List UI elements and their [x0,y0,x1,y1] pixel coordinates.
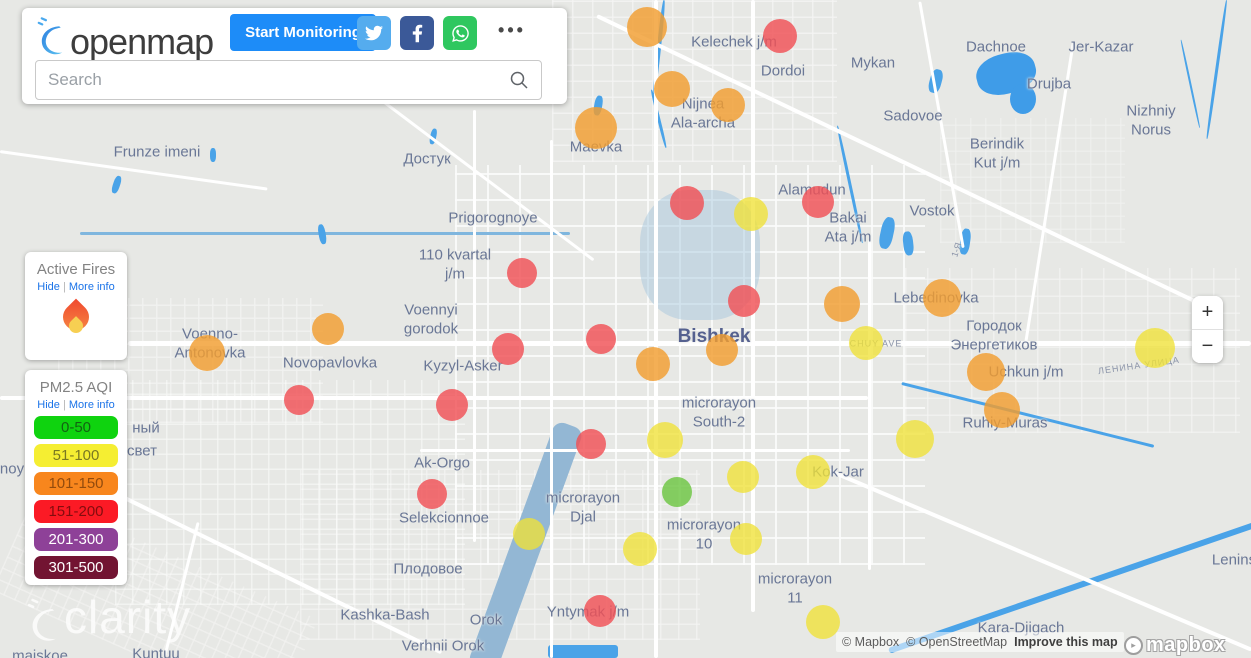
openmap-logo-icon [36,16,66,61]
facebook-icon [412,24,422,42]
aqi-legend-item: 0-50 [34,416,118,439]
aqi-marker-red[interactable] [728,285,760,317]
divider [1192,329,1223,330]
osm-attribution-link[interactable]: © OpenStreetMap [906,635,1008,649]
aqi-marker-yellow[interactable] [623,532,657,566]
mapbox-logo-icon: ▸ [1124,636,1143,655]
clarity-watermark-text: clarity [64,591,192,643]
twitter-icon [365,25,383,41]
lake [1010,84,1036,114]
aqi-marker-green[interactable] [662,477,692,507]
mapbox-logo-text: mapbox [1146,634,1226,656]
fire-icon [57,297,95,343]
aqi-marker-red[interactable] [436,389,468,421]
aqi-marker-yellow[interactable] [806,605,840,639]
clarity-logo-icon [26,598,60,647]
road [550,140,553,658]
aqi-marker-yellow[interactable] [896,420,934,458]
aqi-marker-orange[interactable] [575,107,617,149]
active-fires-title: Active Fires [36,261,116,278]
aqi-legend-item: 101-150 [34,472,118,495]
road [128,341,1251,346]
header-card: openmap Start Monitoring ••• [22,8,567,104]
aqi-legend-item: 301-500 [34,556,118,579]
road [473,110,476,542]
pond [548,645,618,658]
openmap-logo-text: openmap [70,21,214,63]
aqi-marker-red[interactable] [586,324,616,354]
clarity-watermark: clarity [26,592,191,647]
improve-map-link[interactable]: Improve this map [1014,635,1118,649]
more-options-button[interactable]: ••• [498,20,526,40]
aqi-legend-title: PM2.5 AQI [39,379,113,396]
aqi-marker-yellow[interactable] [513,518,545,550]
aqi-marker-orange[interactable] [312,313,344,345]
active-fires-panel: Active Fires Hide | More info [25,252,127,360]
aqi-marker-red[interactable] [417,479,447,509]
aqi-legend-item: 51-100 [34,444,118,467]
aqi-marker-yellow[interactable] [647,422,683,458]
active-fires-more-info-link[interactable]: More info [68,281,115,293]
aqi-marker-orange[interactable] [627,7,667,47]
aqi-marker-red[interactable] [584,595,616,627]
facebook-button[interactable] [400,16,434,50]
whatsapp-button[interactable] [443,16,477,50]
aqi-marker-orange[interactable] [824,286,860,322]
aqi-marker-yellow[interactable] [849,326,883,360]
aqi-marker-red[interactable] [507,258,537,288]
road [654,0,658,658]
aqi-more-info-link[interactable]: More info [68,399,115,411]
aqi-marker-yellow[interactable] [730,523,762,555]
aqi-hide-link[interactable]: Hide [37,399,60,411]
aqi-legend-panel: PM2.5 AQI Hide | More info 0-50 51-100 101… [25,370,127,585]
mapbox-logo[interactable]: ▸ mapbox [1124,634,1226,657]
zoom-out-button[interactable]: − [1192,330,1223,363]
aqi-marker-yellow[interactable] [727,461,759,493]
aqi-marker-orange[interactable] [967,353,1005,391]
aqi-marker-orange[interactable] [923,279,961,317]
aqi-marker-red[interactable] [284,385,314,415]
road [868,240,871,570]
link-separator: | [62,399,66,411]
road [0,396,868,400]
street-grid [115,380,465,605]
aqi-marker-orange[interactable] [636,347,670,381]
aqi-marker-red[interactable] [492,333,524,365]
aqi-legend-item: 151-200 [34,500,118,523]
active-fires-hide-link[interactable]: Hide [37,281,60,293]
zoom-in-button[interactable]: + [1192,296,1223,329]
attribution: © Mapbox © OpenStreetMap Improve this ma… [836,632,1124,652]
zoom-controls: + − [1192,296,1223,363]
mapbox-attribution-link[interactable]: © Mapbox [842,635,900,649]
link-separator: | [62,281,66,293]
aqi-marker-red[interactable] [670,186,704,220]
search-icon[interactable] [509,70,529,90]
whatsapp-icon [451,24,469,42]
aqi-marker-orange[interactable] [189,335,225,371]
search-input[interactable] [36,70,509,90]
start-monitoring-button[interactable]: Start Monitoring [230,14,376,51]
aqi-legend-items: 0-50 51-100 101-150 151-200 201-300 301-500 [25,416,127,579]
openmap-logo: openmap [36,16,214,63]
aqi-marker-red[interactable] [763,19,797,53]
search-box [35,60,542,100]
aqi-marker-orange[interactable] [984,392,1020,428]
pond [210,148,216,162]
aqi-marker-yellow[interactable] [734,197,768,231]
aqi-marker-red[interactable] [802,186,834,218]
aqi-legend-item: 201-300 [34,528,118,551]
twitter-button[interactable] [357,16,391,50]
aqi-marker-yellow[interactable] [796,455,830,489]
aqi-marker-orange[interactable] [654,71,690,107]
aqi-marker-orange[interactable] [706,334,738,366]
aqi-marker-yellow[interactable] [1135,328,1175,368]
aqi-marker-orange[interactable] [711,88,745,122]
aqi-marker-red[interactable] [576,429,606,459]
road [420,449,850,452]
